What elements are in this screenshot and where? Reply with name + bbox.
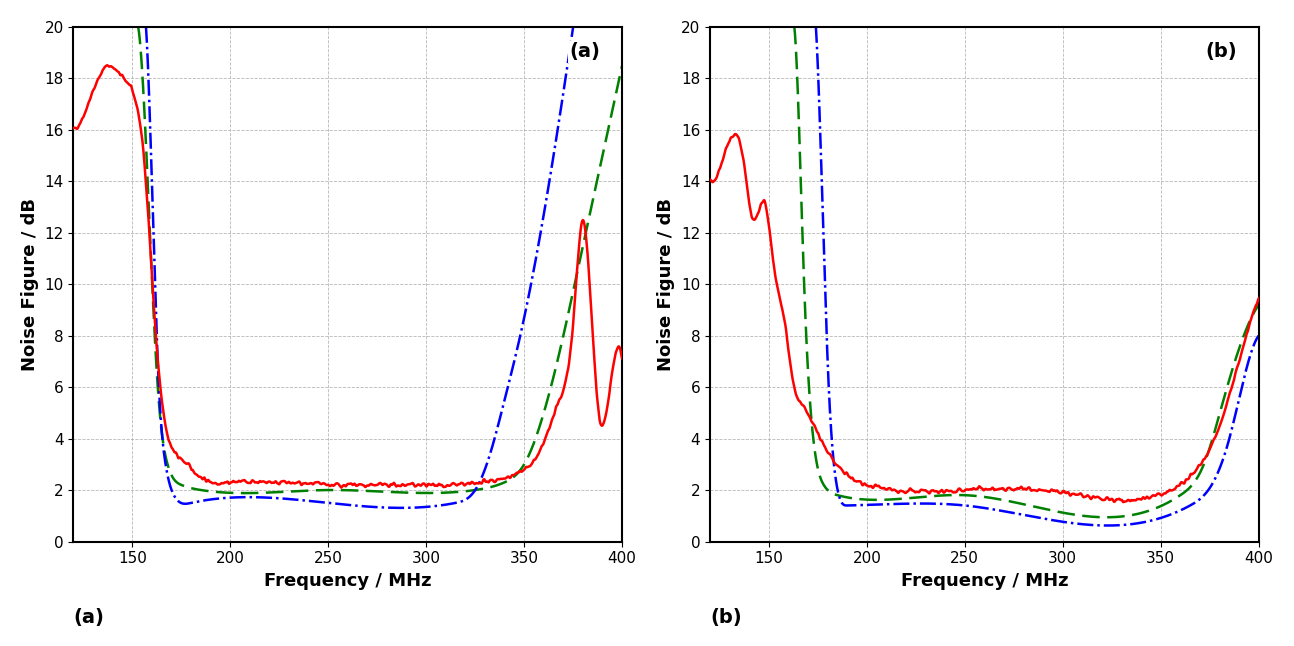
Text: (b): (b) xyxy=(710,609,741,627)
Y-axis label: Noise Figure / dB: Noise Figure / dB xyxy=(21,198,39,371)
Text: (a): (a) xyxy=(569,42,600,61)
Y-axis label: Noise Figure / dB: Noise Figure / dB xyxy=(657,198,675,371)
X-axis label: Frequency / MHz: Frequency / MHz xyxy=(264,572,432,590)
Text: (b): (b) xyxy=(1205,42,1237,61)
Text: (a): (a) xyxy=(74,609,105,627)
X-axis label: Frequency / MHz: Frequency / MHz xyxy=(901,572,1069,590)
